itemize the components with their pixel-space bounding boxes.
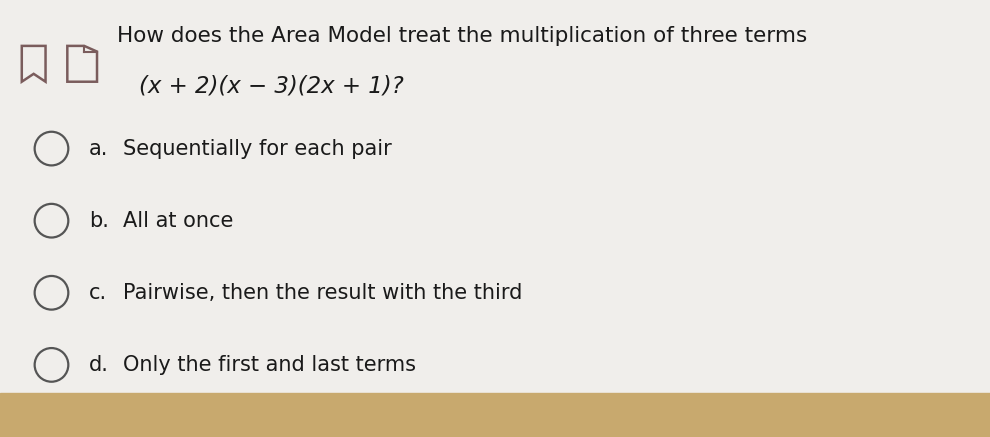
Text: Pairwise, then the result with the third: Pairwise, then the result with the third <box>123 283 522 303</box>
Text: All at once: All at once <box>123 211 233 231</box>
Text: d.: d. <box>89 355 109 375</box>
Text: b.: b. <box>89 211 109 231</box>
Text: c.: c. <box>89 283 107 303</box>
Text: (x + 2)(x − 3)(2x + 1)?: (x + 2)(x − 3)(2x + 1)? <box>139 74 403 97</box>
Text: a.: a. <box>89 139 109 159</box>
Text: How does the Area Model treat the multiplication of three terms: How does the Area Model treat the multip… <box>117 26 807 46</box>
Text: Only the first and last terms: Only the first and last terms <box>123 355 416 375</box>
Bar <box>0 393 990 437</box>
Text: Sequentially for each pair: Sequentially for each pair <box>123 139 391 159</box>
